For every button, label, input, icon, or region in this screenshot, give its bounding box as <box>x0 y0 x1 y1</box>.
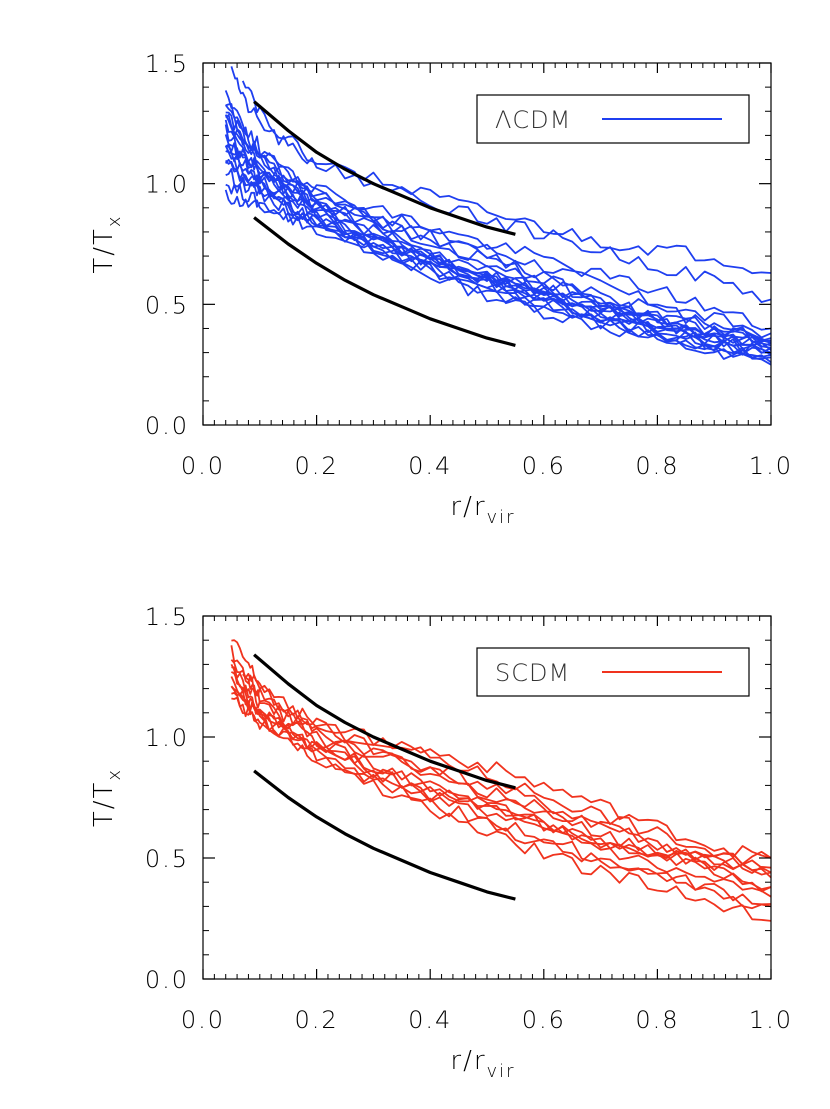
x-axis-label-sub: vir <box>487 507 516 528</box>
profile-lines <box>224 66 771 366</box>
x-tick-label: 0.0 <box>181 1006 225 1034</box>
profile-line <box>230 663 771 865</box>
profile-line <box>225 167 771 351</box>
profile-line <box>241 80 771 304</box>
x-tick-label: 0.6 <box>522 452 566 480</box>
x-tick-label: 0.2 <box>295 452 339 480</box>
profile-line <box>242 672 771 859</box>
profile-lines <box>230 639 771 922</box>
profile-line <box>231 696 771 893</box>
legend-label: ΛCDM <box>495 106 571 134</box>
reference-curve <box>253 769 516 901</box>
x-tick-label: 0.0 <box>181 452 225 480</box>
x-axis-label: r/rvir <box>450 1046 515 1082</box>
x-axis-label-sub: vir <box>487 1061 516 1082</box>
profile-line <box>224 104 771 331</box>
x-axis-label: r/rvir <box>450 492 515 528</box>
x-tick-label: 1.0 <box>749 1006 793 1034</box>
y-tick-label: 0.5 <box>145 845 189 873</box>
profile-line <box>224 145 771 358</box>
legend: SCDM <box>476 647 750 697</box>
y-tick-label: 0.0 <box>145 412 189 440</box>
y-axis-label-sub: x <box>104 768 125 781</box>
profile-line <box>230 659 771 874</box>
x-tick-label: 0.6 <box>522 1006 566 1034</box>
x-axis-label-main: r/r <box>450 492 486 522</box>
x-tick-label: 0.8 <box>635 452 679 480</box>
y-tick-label: 0.5 <box>145 291 189 319</box>
x-tick-label: 1.0 <box>749 452 793 480</box>
profile-line <box>230 66 771 275</box>
x-tick-label: 0.2 <box>295 1006 339 1034</box>
x-tick-label: 0.4 <box>408 452 452 480</box>
reference-curve <box>253 216 516 347</box>
profile-line <box>225 114 771 364</box>
legend: ΛCDM <box>476 94 750 144</box>
reference-curve <box>253 653 516 790</box>
profile-line <box>230 676 771 874</box>
profile-line <box>224 114 771 347</box>
panel-scdm: 0.0 0.2 0.4 0.6 0.8 1.0 0.0 0.5 1.0 1.5 r/rvir T/Tx… <box>89 603 793 1082</box>
y-axis-label: T/Tx <box>89 768 125 827</box>
profile-line <box>224 158 771 356</box>
y-axis-label: T/Tx <box>89 214 125 273</box>
reference-curve <box>253 100 516 236</box>
x-axis-label-main: r/r <box>450 1046 486 1076</box>
x-tick-label: 0.4 <box>408 1006 452 1034</box>
profile-line <box>230 685 771 876</box>
y-axis-label-sub: x <box>104 214 125 227</box>
panel-lcdm: 0.0 0.2 0.4 0.6 0.8 1.0 0.0 0.5 1.0 1.5 r/rvir T/Tx… <box>89 50 793 528</box>
profile-line <box>224 90 771 344</box>
legend-label: SCDM <box>495 659 570 687</box>
y-axis-label-main: T/T <box>89 781 119 828</box>
y-tick-label: 1.0 <box>145 171 189 199</box>
y-tick-label: 0.0 <box>145 966 189 994</box>
profile-line <box>225 159 771 348</box>
profile-line <box>225 143 771 366</box>
y-tick-label: 1.5 <box>145 50 189 78</box>
y-tick-label: 1.0 <box>145 724 189 752</box>
y-tick-label: 1.5 <box>145 603 189 631</box>
y-axis-label-main: T/T <box>89 227 119 274</box>
x-tick-label: 0.8 <box>635 1006 679 1034</box>
profile-line <box>225 142 771 349</box>
profile-line <box>230 685 771 922</box>
